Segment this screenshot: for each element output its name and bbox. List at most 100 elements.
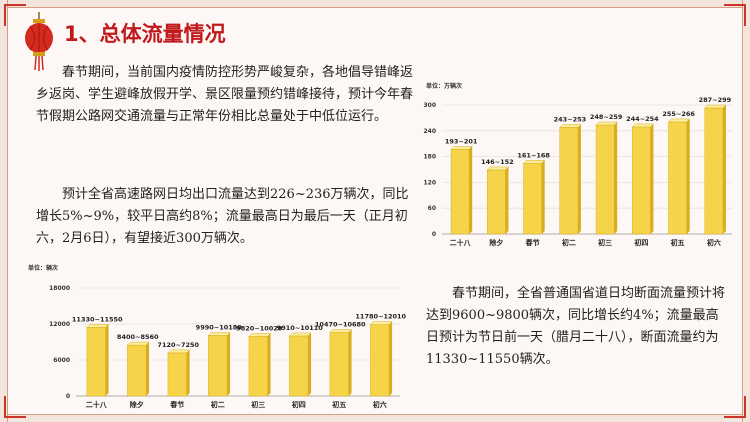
bar-side bbox=[614, 121, 618, 234]
frame-corner bbox=[4, 4, 26, 26]
bar-side bbox=[722, 105, 726, 234]
data-label: 243~253 bbox=[554, 115, 587, 123]
x-tick-label: 初三 bbox=[251, 400, 265, 409]
x-tick-label: 除夕 bbox=[130, 400, 144, 409]
frame-border-bottom bbox=[0, 414, 750, 422]
bar bbox=[329, 332, 349, 397]
bar-top bbox=[595, 121, 618, 126]
bar-top bbox=[559, 124, 582, 128]
y-tick-label: 300 bbox=[423, 102, 436, 109]
bar-top bbox=[486, 166, 510, 171]
bar-top bbox=[86, 324, 110, 328]
page-title: 1、总体流量情况 bbox=[64, 22, 226, 46]
bar-top bbox=[167, 349, 191, 354]
y-tick-label: 12000 bbox=[49, 321, 70, 328]
bar-side bbox=[686, 118, 690, 234]
lantern-icon bbox=[25, 12, 53, 71]
bar-side bbox=[227, 332, 231, 396]
x-tick-label: 初五 bbox=[332, 400, 346, 409]
y-tick-label: 0 bbox=[66, 393, 70, 400]
x-tick-label: 二十八 bbox=[86, 400, 108, 409]
bar-side bbox=[186, 349, 190, 396]
data-label: 7120~7250 bbox=[157, 341, 199, 349]
bar-side bbox=[505, 166, 509, 234]
bar bbox=[632, 126, 651, 235]
frame-corner bbox=[4, 396, 26, 418]
data-label: 161~168 bbox=[517, 151, 550, 159]
bar bbox=[370, 324, 390, 397]
unit-label: 单位：万辆次 bbox=[426, 82, 462, 90]
x-tick-label: 初六 bbox=[707, 238, 721, 247]
bar-side bbox=[650, 123, 654, 234]
data-label: 193~201 bbox=[445, 137, 478, 145]
unit-label: 单位：辆次 bbox=[28, 264, 58, 272]
bar-side bbox=[267, 333, 271, 396]
bar-side bbox=[308, 332, 312, 396]
data-label: 244~254 bbox=[626, 115, 659, 123]
bar-top bbox=[450, 146, 473, 150]
expressway-flow-chart: 单位：万辆次 0 60 120 180 240 300 193~201 二十八 146~152 除夕… bbox=[423, 82, 732, 247]
x-tick-label: 初三 bbox=[598, 238, 612, 247]
bar bbox=[595, 124, 615, 235]
bar-side bbox=[348, 329, 352, 396]
data-label: 11780~12010 bbox=[355, 313, 406, 321]
bar bbox=[450, 149, 470, 235]
y-tick-label: 120 bbox=[423, 179, 436, 186]
bar bbox=[487, 169, 506, 235]
bar-top bbox=[126, 341, 150, 346]
data-label: 287~299 bbox=[699, 96, 732, 104]
paragraph-expressway: 预计全省高速路网日均出口流量达到226~236万辆次，同比增长5%~9%，较平日… bbox=[36, 187, 409, 246]
x-tick-label: 初五 bbox=[671, 238, 685, 247]
data-label: 9990~10180 bbox=[196, 323, 243, 331]
x-tick-label: 除夕 bbox=[489, 238, 503, 247]
bar-side bbox=[146, 342, 150, 396]
paragraph-situation: 春节期间，当前国内疫情防控形势严峻复杂，各地倡导错峰返乡返岗、学生避峰放假开学、… bbox=[36, 65, 414, 124]
x-tick-label: 初四 bbox=[292, 400, 306, 409]
bar bbox=[86, 327, 106, 397]
national-road-flow-chart: 单位：辆次 0 6000 12000 18000 11330~11550 二十八 8400~8… bbox=[28, 264, 407, 409]
bar bbox=[559, 127, 579, 235]
data-label: 10470~10680 bbox=[315, 321, 366, 329]
bar-top bbox=[369, 321, 393, 325]
bar bbox=[167, 352, 187, 397]
bar bbox=[289, 335, 309, 397]
bar bbox=[704, 107, 724, 235]
y-tick-label: 180 bbox=[423, 154, 436, 161]
y-tick-label: 6000 bbox=[53, 357, 70, 364]
data-label: 11330~11550 bbox=[72, 315, 123, 323]
data-label: 9820~10020 bbox=[236, 324, 283, 332]
y-tick-label: 240 bbox=[423, 128, 436, 135]
y-tick-label: 0 bbox=[432, 231, 436, 238]
bar-side bbox=[577, 124, 581, 234]
bar bbox=[668, 121, 687, 235]
x-tick-label: 初六 bbox=[373, 400, 387, 409]
bar bbox=[523, 163, 542, 235]
y-tick-label: 60 bbox=[428, 205, 436, 212]
x-tick-label: 春节 bbox=[525, 238, 540, 247]
bar-top bbox=[288, 332, 312, 337]
frame-corner bbox=[724, 4, 746, 26]
data-label: 255~266 bbox=[662, 110, 695, 118]
data-label: 248~259 bbox=[590, 113, 623, 121]
bar-top bbox=[329, 329, 353, 333]
bar-side bbox=[541, 160, 545, 234]
x-tick-label: 初四 bbox=[634, 238, 648, 247]
frame-border-top bbox=[0, 0, 750, 8]
bar bbox=[208, 335, 228, 397]
bar bbox=[127, 344, 147, 397]
x-tick-label: 春节 bbox=[169, 400, 184, 409]
bar-side bbox=[105, 324, 109, 396]
frame-border-right bbox=[742, 0, 750, 422]
x-tick-label: 二十八 bbox=[450, 238, 472, 247]
frame-border-left bbox=[0, 0, 8, 422]
data-label: 146~152 bbox=[481, 158, 514, 166]
bar bbox=[248, 336, 268, 397]
y-tick-label: 18000 bbox=[49, 285, 70, 292]
frame-corner bbox=[724, 396, 746, 418]
data-label: 9910~10110 bbox=[277, 324, 324, 332]
paragraph-national-road: 春节期间，全省普通国省道日均断面流量预计将达到9600~9800辆次，同比增长约… bbox=[426, 286, 726, 367]
bar-top bbox=[667, 118, 691, 123]
bar-side bbox=[469, 146, 473, 234]
data-label: 8400~8560 bbox=[117, 333, 159, 341]
x-tick-label: 初二 bbox=[211, 400, 225, 409]
